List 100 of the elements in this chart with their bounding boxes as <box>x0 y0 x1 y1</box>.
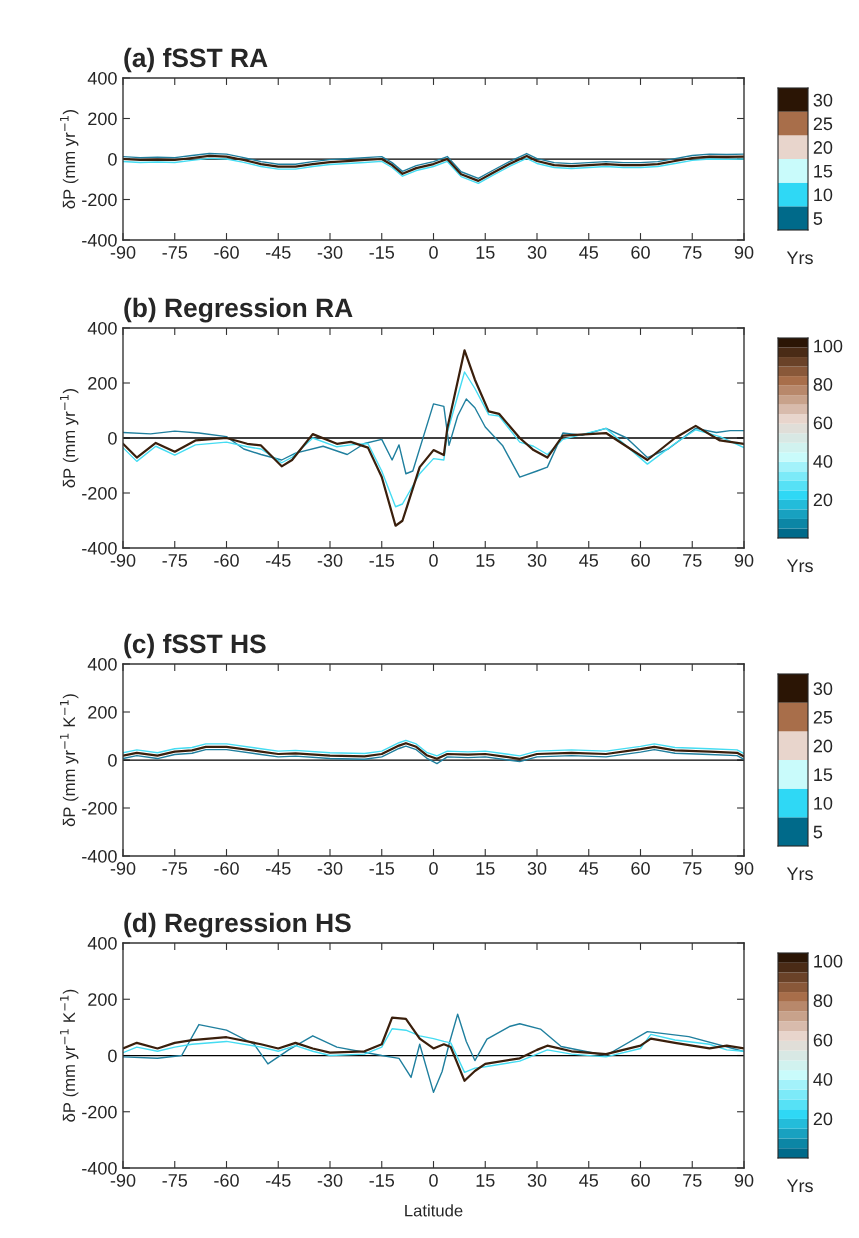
y-axis-title: δP (mm yr$^{−1}$ K$^{−1}$) <box>60 989 79 1122</box>
y-tick-label: -200 <box>82 1105 117 1119</box>
x-tick-label: -30 <box>317 554 343 567</box>
x-tick-label: 75 <box>683 862 702 875</box>
x-tick-label: 75 <box>683 246 702 259</box>
color-bar-label: 100 <box>814 954 843 968</box>
x-tick-label: 60 <box>631 554 650 567</box>
line-series <box>123 1028 744 1074</box>
y-tick-label: 200 <box>88 376 117 390</box>
line-series <box>123 371 744 508</box>
color-bar-title: Yrs <box>786 867 813 881</box>
x-tick-label: 0 <box>429 1174 438 1187</box>
y-tick-label: -200 <box>82 801 117 815</box>
x-tick-label: -15 <box>369 246 395 259</box>
x-tick-label: 15 <box>476 862 495 875</box>
x-tick-label: -30 <box>317 1174 343 1187</box>
x-tick-label: 0 <box>429 554 438 567</box>
x-tick-label: -15 <box>369 862 395 875</box>
y-tick-label: 200 <box>88 705 117 719</box>
y-axis-title: δP (mm yr$^{−1}$) <box>60 109 79 209</box>
x-tick-label: -90 <box>110 554 136 567</box>
x-tick-label: -75 <box>162 246 188 259</box>
color-bar-label: 100 <box>814 339 843 353</box>
x-tick-label: 15 <box>476 1174 495 1187</box>
x-tick-label: -45 <box>266 1174 291 1187</box>
y-tick-label: -400 <box>82 1161 117 1175</box>
chart-title: (a) fSST RA <box>124 47 268 73</box>
chart-title: (b) Regression RA <box>124 297 353 323</box>
color-bar-label: 30 <box>813 682 833 696</box>
y-tick-label: 400 <box>87 936 117 950</box>
chart-title: (c) fSST HS <box>124 633 266 659</box>
x-tick-label: 45 <box>579 554 599 567</box>
x-tick-label: 90 <box>734 1174 754 1187</box>
x-tick-label: 75 <box>683 554 702 567</box>
color-bar-label: 10 <box>814 188 833 202</box>
x-tick-label: -30 <box>317 862 343 875</box>
x-tick-label: 90 <box>734 554 754 567</box>
color-bar-label: 15 <box>814 768 833 782</box>
color-bar-label: 20 <box>813 493 833 507</box>
x-tick-label: 30 <box>527 1174 547 1187</box>
color-bar-label: 60 <box>813 1033 833 1047</box>
x-tick-label: -75 <box>162 862 188 875</box>
y-tick-label: 0 <box>108 753 117 767</box>
y-tick-label: 0 <box>108 431 117 445</box>
color-bar-label: 25 <box>813 117 833 131</box>
x-tick-label: 15 <box>476 554 495 567</box>
color-bar-label: 40 <box>813 1073 833 1086</box>
line-series <box>123 398 744 478</box>
color-bar-title: Yrs <box>786 1179 813 1193</box>
x-tick-label: -60 <box>214 862 239 875</box>
color-bar-label: 20 <box>813 141 833 154</box>
x-tick-label: -60 <box>214 246 239 259</box>
x-tick-label: 0 <box>429 246 438 259</box>
x-tick-label: 60 <box>631 1174 650 1187</box>
x-tick-label: -60 <box>214 554 239 567</box>
y-tick-label: -200 <box>82 193 117 207</box>
y-tick-label: 0 <box>108 152 117 166</box>
x-tick-label: 45 <box>579 1174 599 1187</box>
color-bar-title: Yrs <box>786 251 813 265</box>
y-axis-title: δP (mm yr$^{−1}$) <box>60 388 79 488</box>
x-tick-label: -45 <box>266 554 291 567</box>
line-series <box>123 745 744 765</box>
x-tick-label: 90 <box>734 862 754 875</box>
line-series <box>123 1016 744 1082</box>
color-bar-label: 15 <box>814 164 833 178</box>
x-tick-label: -30 <box>317 246 343 259</box>
line-series <box>123 349 744 527</box>
x-tick-label: 30 <box>527 554 547 567</box>
y-tick-label: 400 <box>87 657 117 671</box>
x-tick-label: -60 <box>214 1174 239 1187</box>
y-tick-label: 400 <box>87 321 117 335</box>
x-tick-label: -90 <box>110 246 136 259</box>
color-bar-label: 25 <box>813 710 833 724</box>
chart-title: (d) Regression HS <box>124 912 351 938</box>
x-tick-label: 30 <box>527 246 547 259</box>
y-tick-label: 400 <box>87 71 117 85</box>
color-bar-label: 20 <box>813 739 833 753</box>
x-tick-label: -45 <box>266 862 291 875</box>
x-tick-label: 30 <box>527 862 547 875</box>
x-tick-label: 60 <box>631 862 650 875</box>
color-bar-label: 10 <box>814 796 833 810</box>
color-bar-label: 60 <box>813 416 833 430</box>
x-tick-label: 75 <box>683 1174 702 1187</box>
x-tick-label: 0 <box>429 862 438 875</box>
x-tick-label: 15 <box>476 246 495 259</box>
y-tick-label: -400 <box>82 849 117 863</box>
y-tick-label: -400 <box>82 233 117 247</box>
x-tick-label: 45 <box>579 862 599 875</box>
x-tick-label: -75 <box>162 1174 188 1187</box>
color-bar-title: Yrs <box>786 559 813 573</box>
color-bar-label: 30 <box>813 93 833 107</box>
x-tick-label: -90 <box>110 1174 136 1187</box>
x-tick-label: -90 <box>110 862 136 875</box>
x-tick-label: 90 <box>734 246 754 259</box>
x-tick-label: 45 <box>579 246 599 259</box>
y-tick-label: -400 <box>82 541 117 555</box>
color-bar-label: 5 <box>813 825 823 839</box>
x-tick-label: -45 <box>266 246 291 259</box>
y-tick-label: 0 <box>108 1049 117 1063</box>
y-axis-title: δP (mm yr$^{−1}$ K$^{−1}$) <box>60 694 79 827</box>
